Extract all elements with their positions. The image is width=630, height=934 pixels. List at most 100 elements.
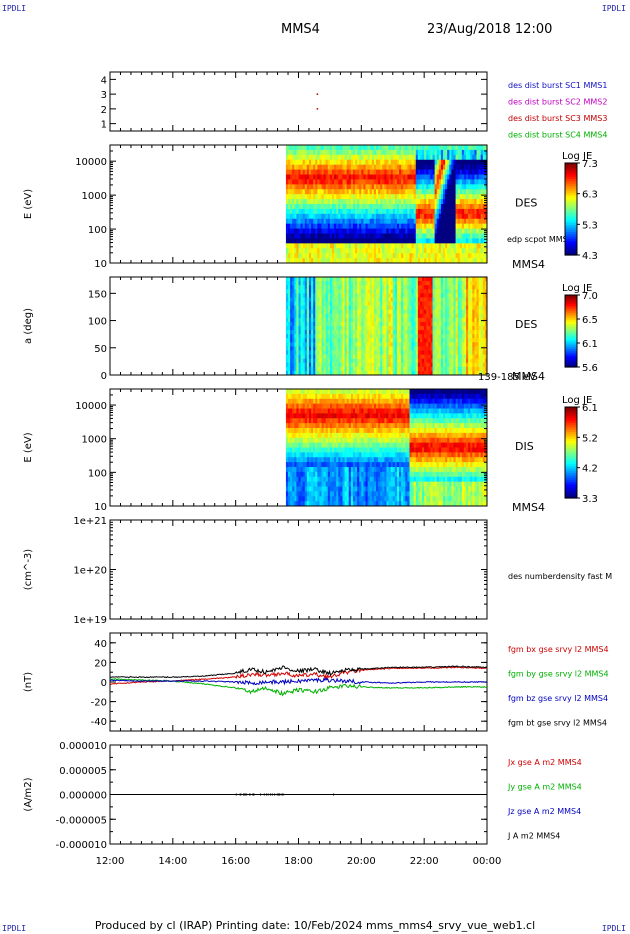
heatmap-cell (369, 350, 373, 356)
heatmap-cell (382, 253, 385, 259)
heatmap-cell (443, 208, 446, 215)
heatmap-cell (438, 159, 442, 166)
heatmap-cell (371, 238, 375, 244)
heatmap-cell (325, 358, 329, 364)
heatmap-cell (405, 243, 408, 249)
heatmap-cell (378, 289, 381, 294)
heatmap-cell (317, 233, 320, 239)
heatmap-cell (405, 204, 408, 210)
heatmap-cell (478, 317, 482, 323)
heatmap-cell (403, 208, 406, 215)
heatmap-cell (449, 346, 452, 351)
heatmap-cell (363, 184, 367, 190)
heatmap-cell (403, 309, 406, 315)
heatmap-cell (451, 238, 454, 244)
heatmap-cell (342, 342, 346, 347)
heatmap-cell (348, 189, 352, 195)
heatmap-cell (375, 301, 379, 307)
heatmap-cell (430, 317, 434, 323)
heatmap-cell (321, 277, 325, 282)
heatmap-cell (434, 305, 438, 311)
heatmap-cell (344, 354, 348, 360)
heatmap-cell (371, 334, 375, 339)
heatmap-cell (317, 297, 320, 302)
colorbar-cell (565, 232, 577, 235)
heatmap-cell (417, 223, 421, 230)
heatmap-cell (447, 289, 450, 294)
heatmap-cell (344, 309, 348, 315)
heatmap-cell (396, 174, 400, 180)
heatmap-cell (298, 330, 302, 335)
heatmap-cell (422, 293, 425, 298)
heatmap-cell (357, 184, 360, 190)
heatmap-cell (340, 199, 343, 205)
heatmap-cell (294, 305, 297, 311)
heatmap-cell (361, 174, 364, 180)
heatmap-cell (336, 233, 339, 239)
y-tick-label: 10000 (75, 157, 107, 168)
heatmap-cell (348, 199, 352, 205)
heatmap-cell (365, 277, 369, 282)
heatmap-cell (315, 334, 318, 339)
heatmap-cell (308, 199, 312, 205)
heatmap-cell (411, 350, 415, 356)
heatmap-cell (478, 189, 482, 195)
heatmap-cell (382, 179, 385, 185)
heatmap-cell (424, 277, 427, 282)
heatmap-cell (302, 154, 306, 161)
heatmap-cell (306, 350, 310, 356)
heatmap-cell (290, 362, 293, 368)
heatmap-cell (476, 334, 480, 339)
heatmap-cell (470, 301, 473, 307)
heatmap-cell (438, 213, 442, 220)
heatmap-cell (378, 342, 381, 347)
heatmap-cell (411, 218, 415, 225)
heatmap-cell (390, 321, 394, 327)
heatmap-cell (292, 281, 295, 286)
heatmap-cell (409, 370, 413, 376)
heatmap-cell (411, 358, 415, 364)
heatmap-cell (306, 199, 310, 205)
heatmap-cell (290, 366, 293, 372)
heatmap-cell (476, 293, 480, 298)
heatmap-cell (313, 184, 316, 190)
heatmap-cell (403, 277, 406, 282)
heatmap-cell (451, 321, 454, 327)
heatmap-cell (422, 277, 425, 282)
heatmap-cell (384, 204, 387, 210)
heatmap-cell (388, 330, 392, 335)
heatmap-cell (468, 297, 471, 302)
heatmap-cell (346, 213, 350, 220)
heatmap-cell (382, 281, 385, 286)
heatmap-cell (463, 354, 467, 360)
heatmap-cell (300, 321, 304, 327)
heatmap-cell (288, 204, 291, 210)
heatmap-cell (380, 248, 383, 254)
heatmap-cell (480, 358, 484, 364)
heatmap-cell (344, 204, 348, 210)
heatmap-cell (352, 174, 356, 180)
heatmap-cell (415, 164, 419, 171)
heatmap-cell (332, 342, 335, 347)
heatmap-cell (472, 362, 475, 368)
heatmap-cell (461, 218, 465, 225)
heatmap-cell (409, 334, 413, 339)
heatmap-cell (355, 248, 358, 254)
heatmap-cell (350, 208, 354, 215)
heatmap-cell (323, 297, 327, 302)
heatmap-2 (109, 276, 488, 376)
heatmap-cell (308, 366, 312, 372)
heatmap-cell (369, 218, 373, 225)
heatmap-cell (315, 154, 318, 161)
heatmap-cell (428, 313, 431, 319)
heatmap-cell (338, 358, 341, 364)
heatmap-cell (365, 330, 369, 335)
heatmap-cell (436, 370, 440, 376)
heatmap-cell (459, 159, 463, 166)
heatmap-cell (319, 330, 323, 335)
heatmap-cell (323, 228, 327, 234)
heatmap-cell (325, 330, 329, 335)
heatmap-cell (296, 184, 299, 190)
heatmap-cell (424, 208, 427, 215)
heatmap-cell (466, 189, 469, 195)
